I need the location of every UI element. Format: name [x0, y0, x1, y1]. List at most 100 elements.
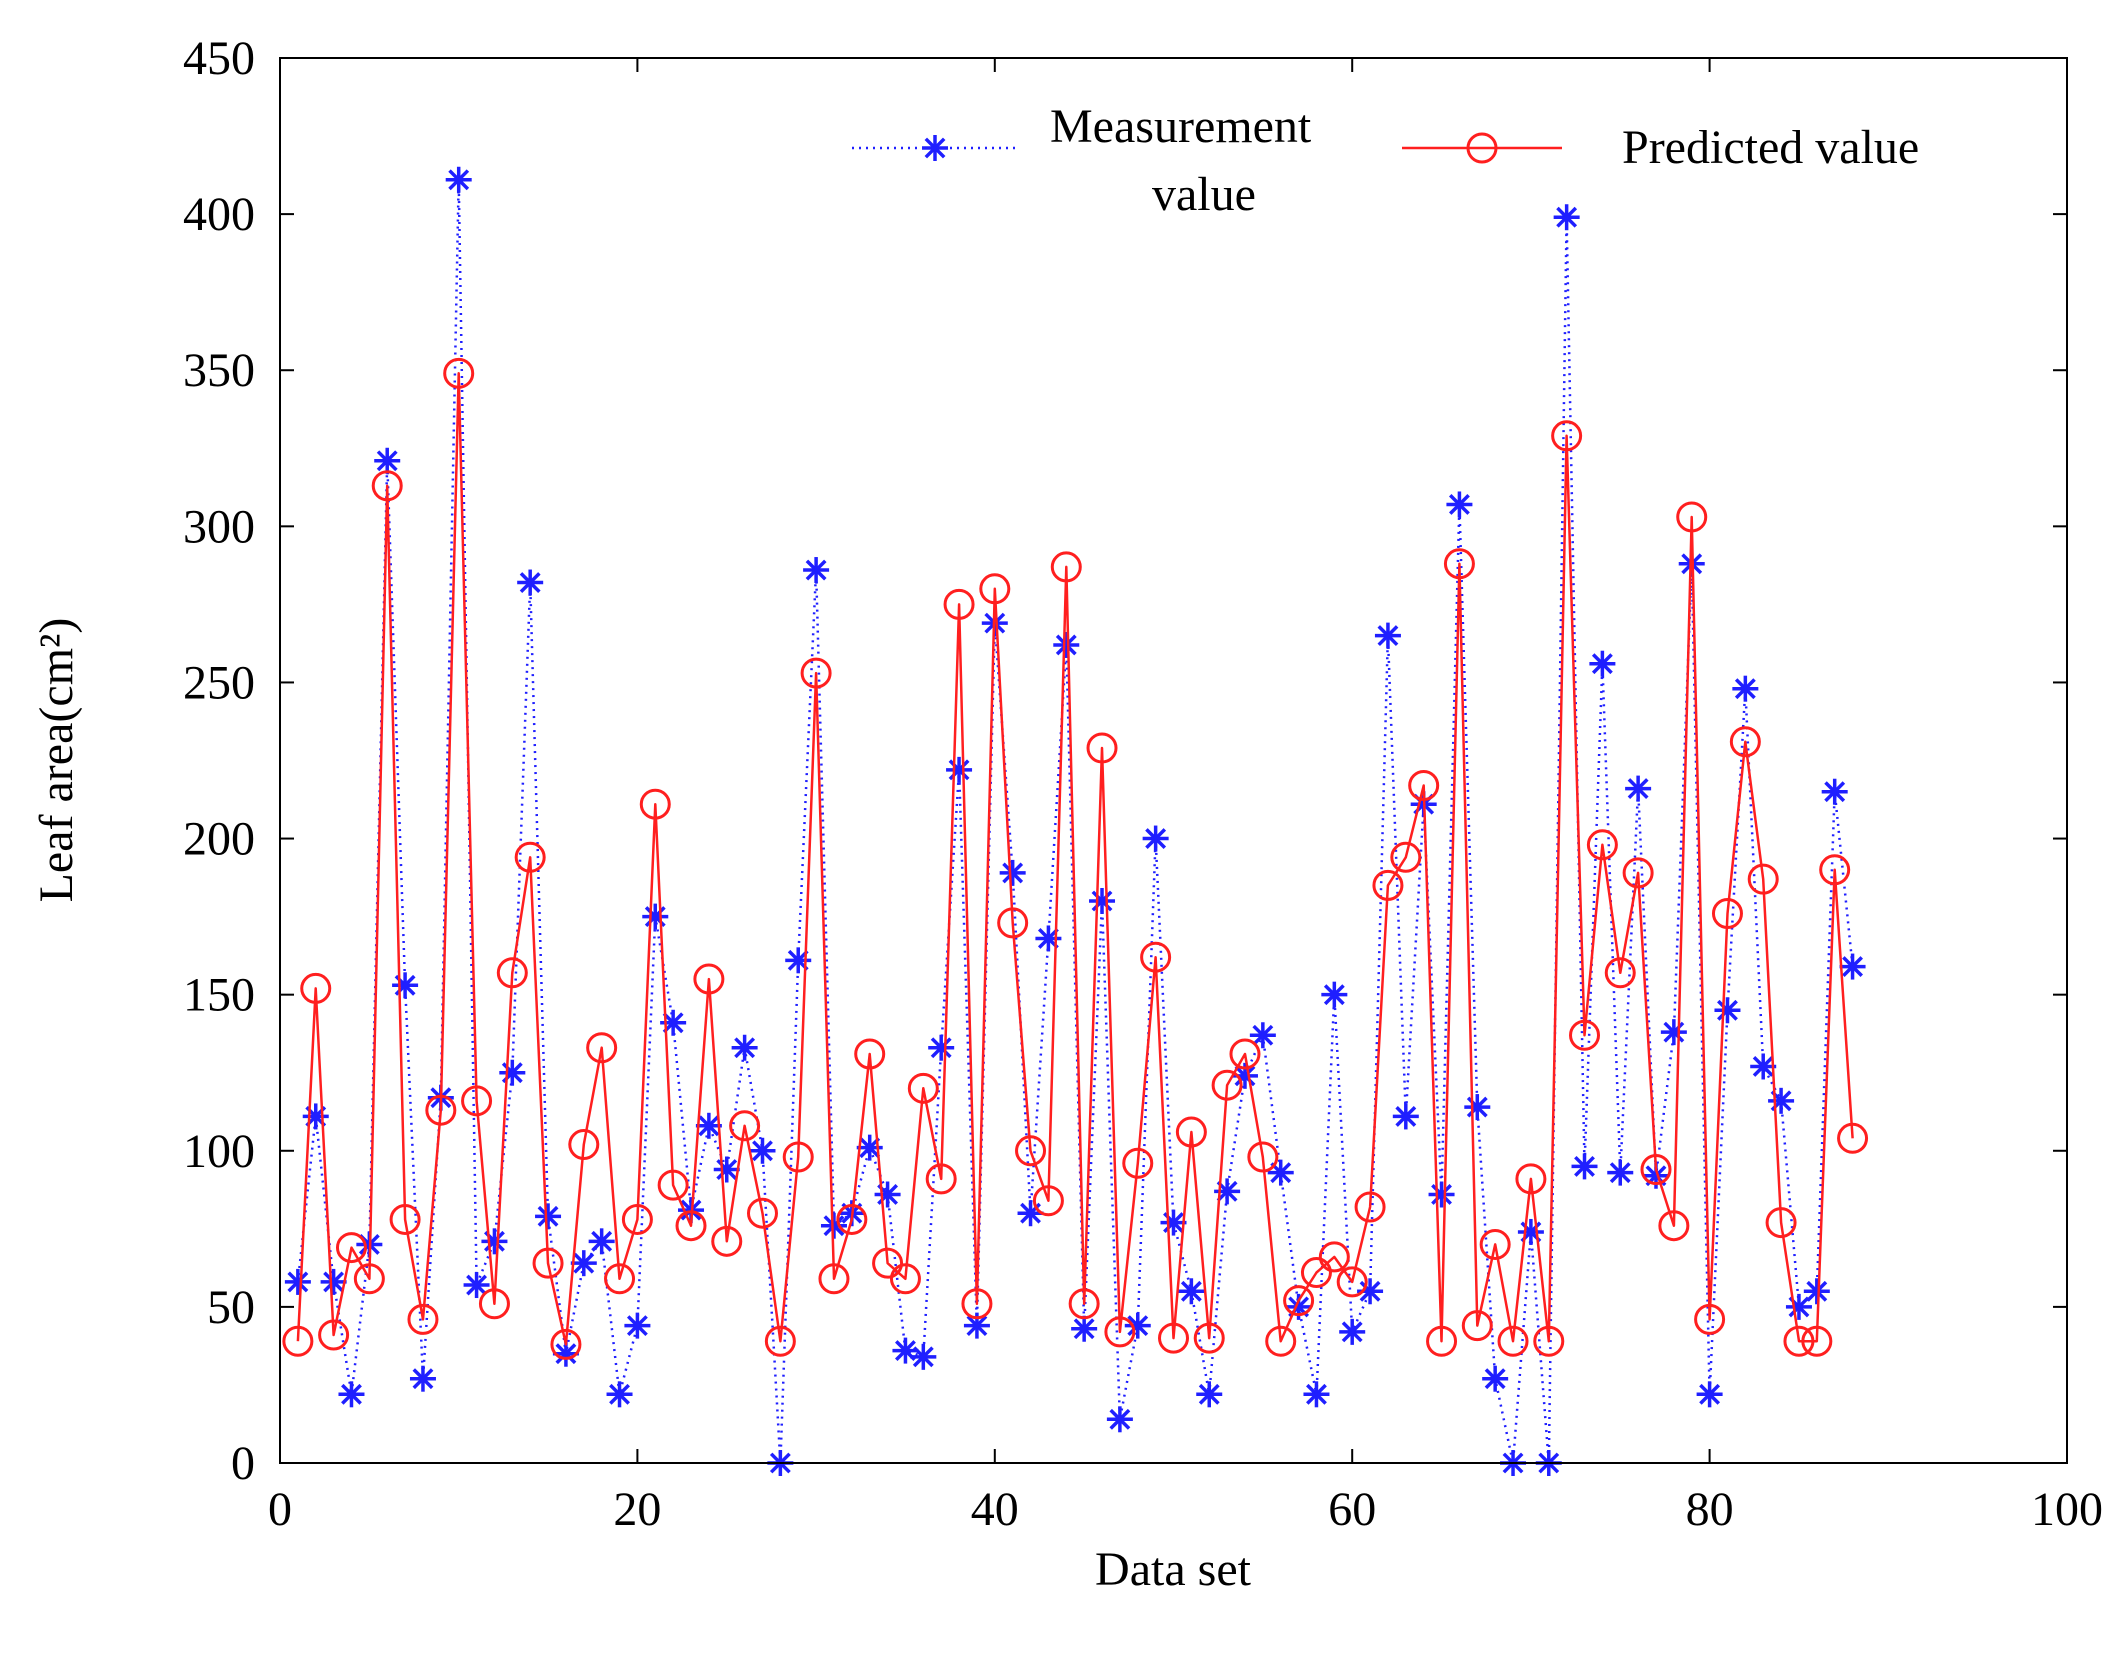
predicted-point [604, 1263, 636, 1295]
predicted-point [729, 1110, 761, 1142]
predicted-point [1622, 857, 1654, 889]
predicted-point [1426, 1325, 1458, 1357]
asterisk-stroke [1359, 1280, 1381, 1302]
asterisk-stroke [1127, 1315, 1149, 1337]
x-axis-title: Data set [1095, 1543, 1252, 1596]
asterisk-stroke [734, 1037, 756, 1059]
x-tick-label: 60 [1328, 1483, 1376, 1536]
y-tick-label: 100 [183, 1125, 255, 1178]
measurement-point [1625, 775, 1652, 802]
asterisk-stroke [591, 1230, 613, 1252]
measurement-point [1321, 981, 1348, 1008]
measurement-point [1660, 1019, 1687, 1046]
asterisk-stroke [924, 137, 946, 159]
predicted-point [1050, 551, 1082, 583]
predicted-point [1283, 1285, 1315, 1317]
predicted-point [353, 1263, 385, 1295]
measurement-point [874, 1181, 901, 1208]
asterisk-stroke [1556, 206, 1578, 228]
predicted-point [1747, 863, 1779, 895]
measurement-point [1142, 825, 1169, 852]
asterisk-stroke [716, 1159, 738, 1180]
predicted-point [711, 1225, 743, 1257]
predicted-point [1729, 726, 1761, 758]
predicted-point [461, 1085, 493, 1117]
predicted-point [1765, 1207, 1797, 1239]
measurement-point [999, 859, 1026, 886]
predicted-point [1783, 1325, 1815, 1357]
asterisk-stroke [573, 1252, 595, 1274]
predicted-point [854, 1038, 886, 1070]
measurement-point [910, 1343, 937, 1370]
asterisk-stroke [537, 1205, 559, 1227]
legend-measurement-marker [922, 135, 948, 161]
measurement-point [445, 166, 472, 193]
asterisk-stroke [1198, 1383, 1220, 1405]
measurement-point [1303, 1381, 1330, 1408]
x-tick-label: 0 [268, 1483, 292, 1536]
predicted-point [746, 1197, 778, 1229]
asterisk-stroke [1734, 678, 1756, 700]
measurement-point [535, 1203, 562, 1230]
measurement-point [820, 1212, 847, 1239]
predicted-point [1837, 1122, 1869, 1154]
predicted-point [1676, 501, 1708, 533]
x-tick-label: 80 [1686, 1483, 1734, 1536]
measurement-point [1839, 953, 1866, 980]
asterisk-stroke [1377, 625, 1399, 647]
asterisk-stroke [966, 1315, 988, 1337]
y-tick-label: 450 [183, 32, 255, 85]
predicted-point [925, 1163, 957, 1195]
measurement-point [1428, 1181, 1455, 1208]
measurement-point [1106, 1406, 1133, 1433]
legend-asterisk [922, 135, 948, 161]
asterisk-stroke [1806, 1280, 1828, 1302]
measurement-point [695, 1112, 722, 1139]
asterisk-stroke [1627, 778, 1649, 800]
predicted-point [639, 788, 671, 820]
measurement-point [481, 1228, 508, 1255]
asterisk-stroke [626, 1315, 648, 1337]
asterisk-stroke [1323, 984, 1345, 1006]
measurement-point [606, 1381, 633, 1408]
predicted-point [1640, 1154, 1672, 1186]
y-tick-label: 0 [231, 1437, 255, 1490]
x-tick-label: 20 [613, 1483, 661, 1536]
asterisk-stroke [609, 1383, 630, 1405]
measurement-point [374, 447, 401, 474]
predicted-point [1318, 1241, 1350, 1273]
asterisk-stroke [787, 949, 809, 971]
measurement-point [320, 1268, 347, 1295]
asterisk-stroke [341, 1383, 362, 1405]
asterisk-stroke [823, 1215, 845, 1237]
asterisk-stroke [1073, 1318, 1095, 1340]
measurement-point [1696, 1381, 1723, 1408]
predicted-point [1247, 1141, 1279, 1173]
predicted-point [550, 1328, 582, 1360]
asterisk-stroke [1752, 1056, 1774, 1077]
measurement-point [1178, 1278, 1205, 1305]
measurement-point [785, 947, 812, 974]
asterisk-stroke [1717, 999, 1738, 1021]
asterisk-stroke [895, 1340, 916, 1362]
predicted-point [443, 357, 475, 389]
asterisk-stroke [1306, 1383, 1327, 1405]
predicted-point [1569, 1019, 1601, 1051]
predicted-point [407, 1303, 439, 1335]
predicted-point [1711, 897, 1743, 929]
measurement-point [1339, 1318, 1366, 1345]
predicted-point [907, 1072, 939, 1104]
predicted-point [1801, 1325, 1833, 1357]
predicted-point [1140, 941, 1172, 973]
predicted-point [1694, 1303, 1726, 1335]
measurement-point [1768, 1087, 1795, 1114]
predicted-point [568, 1129, 600, 1161]
predicted-point [389, 1203, 421, 1235]
predicted-point [1158, 1322, 1189, 1354]
predicted-point [997, 907, 1029, 939]
legend-measurement-label-line1: Measurement [1050, 100, 1312, 153]
predicted-point [782, 1141, 814, 1173]
measurement-point [928, 1034, 955, 1061]
predicted-point [1658, 1210, 1690, 1242]
